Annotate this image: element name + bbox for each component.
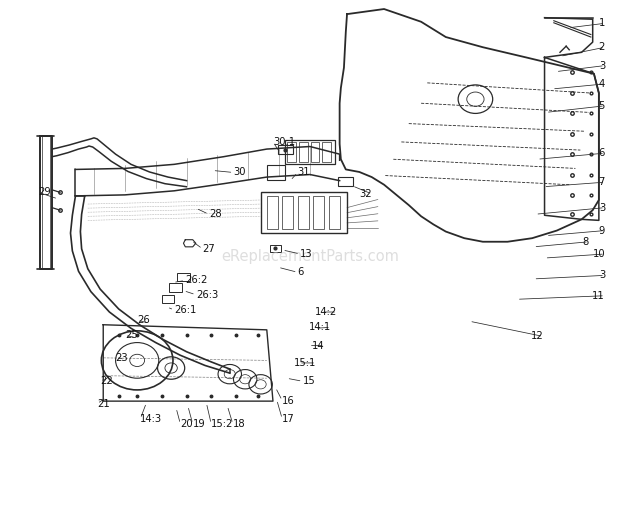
Text: 2: 2: [599, 42, 605, 52]
Bar: [162, 295, 174, 303]
Text: 15: 15: [303, 376, 316, 386]
Text: 13: 13: [300, 249, 312, 259]
Text: 14: 14: [312, 340, 325, 351]
Text: 26:1: 26:1: [174, 305, 197, 315]
Bar: [338, 177, 353, 186]
Text: eReplacementParts.com: eReplacementParts.com: [221, 248, 399, 264]
Text: 6: 6: [599, 148, 605, 158]
Text: 5: 5: [599, 101, 605, 111]
Text: 11: 11: [592, 291, 605, 301]
Bar: [267, 165, 285, 180]
Bar: [298, 197, 309, 229]
Bar: [311, 142, 319, 162]
Text: 31: 31: [298, 167, 310, 178]
Text: 14:2: 14:2: [315, 307, 337, 317]
Text: 23: 23: [115, 353, 128, 363]
Bar: [299, 142, 308, 162]
Text: 10: 10: [592, 249, 605, 259]
Text: 22: 22: [100, 376, 113, 386]
Text: 19: 19: [193, 419, 205, 429]
Text: 14:3: 14:3: [140, 414, 162, 424]
Text: 18: 18: [233, 419, 246, 429]
Text: 28: 28: [209, 209, 221, 219]
Text: 15:1: 15:1: [294, 358, 316, 368]
Text: 3: 3: [599, 270, 605, 281]
Text: 7: 7: [599, 177, 605, 187]
Bar: [322, 142, 331, 162]
Text: 27: 27: [203, 244, 215, 254]
Text: 17: 17: [282, 414, 295, 424]
Text: 25: 25: [125, 330, 138, 340]
Bar: [329, 197, 340, 229]
Text: 8: 8: [583, 237, 589, 247]
Text: 1: 1: [599, 18, 605, 28]
Text: 6: 6: [298, 267, 304, 278]
Text: 15:2: 15:2: [211, 419, 234, 429]
Bar: [169, 284, 182, 292]
Text: 29: 29: [38, 187, 51, 197]
Text: 4: 4: [599, 79, 605, 89]
Bar: [270, 245, 281, 252]
Text: 30: 30: [234, 167, 246, 178]
Text: 14:1: 14:1: [309, 322, 331, 332]
Bar: [282, 197, 293, 229]
Text: 26:2: 26:2: [185, 275, 208, 286]
Bar: [313, 197, 324, 229]
Bar: [287, 142, 296, 162]
Text: 26:3: 26:3: [196, 290, 218, 300]
Text: 3: 3: [599, 60, 605, 71]
Text: 16: 16: [282, 396, 295, 406]
Text: 20: 20: [180, 419, 193, 429]
Bar: [267, 197, 278, 229]
Text: 3: 3: [599, 203, 605, 212]
Text: 30:1: 30:1: [273, 137, 295, 147]
Text: 21: 21: [97, 399, 110, 409]
Text: 9: 9: [599, 226, 605, 236]
Text: 12: 12: [531, 331, 543, 342]
Text: 32: 32: [359, 189, 372, 199]
Text: 26: 26: [137, 315, 150, 325]
Bar: [177, 273, 190, 282]
Bar: [285, 140, 335, 164]
Bar: [260, 193, 347, 233]
Bar: [278, 145, 293, 154]
